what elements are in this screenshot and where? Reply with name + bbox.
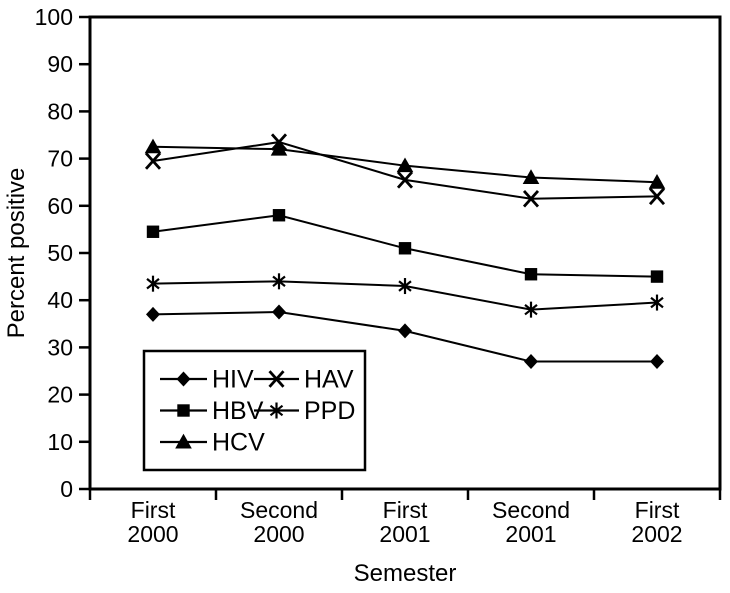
marker-square	[177, 404, 190, 417]
series-HIV	[146, 304, 664, 370]
marker-diamond	[272, 304, 286, 320]
series-HBV	[146, 209, 664, 283]
marker-x	[268, 370, 285, 388]
marker-square	[272, 209, 286, 222]
marker-triangle	[396, 157, 414, 173]
marker-diamond	[146, 306, 160, 322]
legend-label-PPD: PPD	[304, 397, 355, 425]
marker-diamond	[524, 354, 538, 370]
series-HAV	[144, 133, 666, 208]
y-tick-label: 10	[47, 429, 73, 455]
series-PPD	[146, 273, 664, 318]
marker-asterisk	[146, 278, 160, 290]
marker-asterisk	[650, 296, 664, 309]
marker-triangle	[648, 174, 666, 189]
legend-entry-PPD: PPD	[254, 397, 355, 425]
marker-triangle	[522, 169, 540, 184]
marker-triangle	[270, 140, 288, 156]
y-tick-label: 100	[35, 4, 73, 30]
y-tick-label: 60	[47, 193, 73, 219]
marker-diamond	[176, 371, 191, 387]
marker-triangle	[175, 433, 192, 449]
y-axis-title: Percent positive	[3, 168, 30, 339]
legend-label-HIV: HIV	[212, 366, 254, 394]
x-category-label: First 2000	[127, 497, 178, 547]
marker-square	[398, 242, 412, 255]
marker-x	[144, 152, 162, 170]
plot-area: 0 10 20 30 40 50 60 70 80 90 100 First 2000 Second 200…	[35, 4, 722, 547]
x-category-label: Second 2001	[492, 497, 570, 547]
marker-x	[522, 189, 540, 208]
marker-x	[396, 171, 414, 189]
y-tick-label: 70	[47, 146, 73, 172]
x-category-label: First 2001	[379, 497, 430, 547]
legend-entry-HAV: HAV	[254, 366, 354, 394]
marker-square	[650, 270, 664, 283]
marker-asterisk	[269, 404, 284, 417]
y-tick-label: 20	[47, 382, 73, 408]
marker-asterisk	[524, 303, 538, 316]
x-category-label: First 2002	[631, 497, 682, 547]
y-tick-label: 50	[47, 240, 73, 266]
marker-square	[524, 268, 538, 281]
marker-asterisk	[272, 275, 286, 287]
y-tick-label: 90	[47, 51, 73, 77]
marker-x	[648, 187, 666, 206]
x-axis-title: Semester	[354, 560, 457, 587]
marker-diamond	[650, 354, 664, 370]
legend-label-HCV: HCV	[212, 429, 265, 457]
y-tick-label: 40	[47, 287, 73, 313]
marker-asterisk	[398, 280, 412, 292]
marker-x	[270, 133, 288, 151]
y-tick-label: 30	[47, 334, 73, 360]
marker-square	[146, 225, 160, 238]
marker-triangle	[144, 138, 162, 154]
legend-entry-HIV: HIV	[160, 366, 254, 394]
legend-entry-HCV: HCV	[160, 429, 265, 457]
y-tick-label: 80	[47, 98, 73, 124]
y-tick-label: 0	[60, 476, 73, 502]
x-category-label: Second 2000	[240, 497, 318, 547]
marker-diamond	[398, 323, 412, 339]
legend-label-HAV: HAV	[304, 366, 354, 394]
